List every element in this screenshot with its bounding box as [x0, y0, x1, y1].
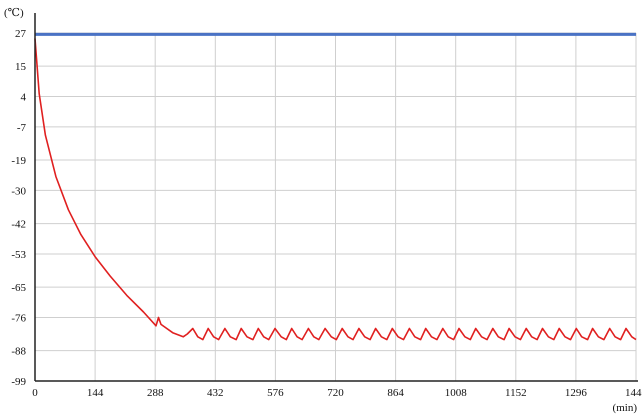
- y-tick-label: -7: [17, 122, 27, 134]
- y-unit-label: (℃): [4, 7, 24, 19]
- x-tick-label: 144: [87, 387, 104, 399]
- y-tick-label: 15: [15, 61, 27, 73]
- y-tick-label: 4: [21, 92, 27, 104]
- y-tick-label: -19: [11, 155, 26, 167]
- x-tick-label: 288: [147, 387, 164, 399]
- y-tick-label: -76: [11, 312, 26, 324]
- y-tick-label: -65: [11, 282, 26, 294]
- y-tick-label: -88: [11, 346, 26, 358]
- tick-labels: 0 144 288 432 576 720 864 1008 1152 1296 1440 27 15 4…: [11, 28, 642, 399]
- y-tick-label: -53: [11, 249, 26, 261]
- x-tick-label: 0: [32, 387, 38, 399]
- x-tick-label: 576: [267, 387, 284, 399]
- axes: [34, 13, 638, 382]
- x-tick-label: 1152: [505, 387, 527, 399]
- x-tick-label: 1008: [445, 387, 468, 399]
- x-tick-label: 864: [387, 387, 404, 399]
- x-tick-label: 1296: [565, 387, 588, 399]
- x-unit-label: (min): [613, 402, 638, 414]
- x-tick-label: 720: [327, 387, 344, 399]
- series-group: [34, 32, 637, 341]
- x-tick-label: 432: [207, 387, 224, 399]
- y-tick-label: -42: [11, 219, 26, 231]
- y-tick-label: -30: [11, 185, 26, 197]
- x-tick-label: 1440: [625, 387, 642, 399]
- y-tick-label: -99: [11, 376, 26, 388]
- y-tick-label: 27: [15, 28, 27, 40]
- series-line-red: [34, 38, 637, 341]
